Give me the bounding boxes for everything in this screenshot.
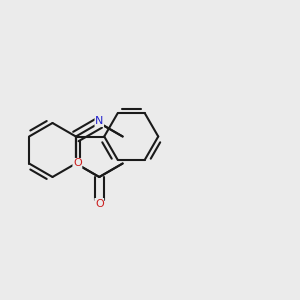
Text: N: N <box>95 116 103 127</box>
Text: O: O <box>95 199 103 208</box>
Text: O: O <box>73 158 82 169</box>
